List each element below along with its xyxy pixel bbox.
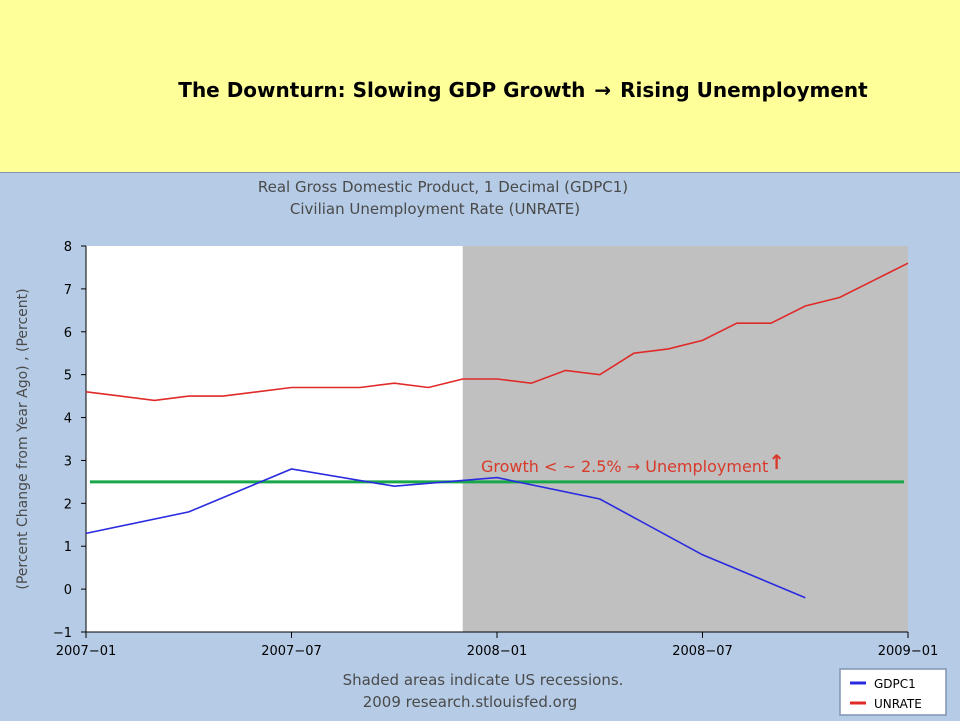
- y-tick-label: 7: [64, 283, 72, 298]
- x-axis: 2007−01 2007−07 2008−01 2008−07 2009−01: [56, 631, 939, 659]
- slide-title: The Downturn: Slowing GDP Growth → Risin…: [0, 78, 960, 102]
- annotation-text-right: Unemployment: [645, 457, 769, 476]
- x-tick-label: 2007−01: [56, 644, 117, 659]
- x-tick-label: 2007−07: [261, 644, 322, 659]
- slide-title-right: Rising Unemployment: [620, 78, 868, 102]
- slide-title-left: The Downturn: Slowing GDP Growth: [178, 78, 586, 102]
- y-tick-label: 3: [64, 454, 72, 469]
- chart-svg: Real Gross Domestic Product, 1 Decimal (…: [15, 178, 947, 716]
- series-layer: [85, 262, 909, 599]
- right-arrow-icon: →: [594, 78, 612, 102]
- threshold-annotation: Growth < ~ 2.5% → Unemployment↑: [481, 450, 785, 476]
- legend-label-gdpc1: GDPC1: [874, 677, 916, 691]
- chart-frame: Real Gross Domestic Product, 1 Decimal (…: [0, 172, 960, 721]
- legend-label-unrate: UNRATE: [874, 697, 922, 711]
- y-tick-label: 5: [64, 369, 72, 384]
- footer-line1: Shaded areas indicate US recessions.: [343, 671, 624, 689]
- x-tick-label: 2008−07: [672, 644, 733, 659]
- series-line-unrate: [85, 262, 909, 402]
- y-tick-label: 8: [64, 240, 72, 255]
- up-arrow-icon: ↑: [768, 450, 785, 474]
- recession-shade: [462, 246, 908, 632]
- x-tick-label: 2009−01: [878, 644, 939, 659]
- series-line-gdpc1: [85, 468, 806, 599]
- y-tick-label: 2: [64, 497, 72, 512]
- annotation-text-left: Growth < ~ 2.5%: [481, 457, 622, 476]
- y-axis: −1 0 1 2 3 4 5 6 7 8: [53, 240, 87, 641]
- legend: GDPC1 UNRATE: [839, 668, 947, 716]
- footer-line2: 2009 research.stlouisfed.org: [363, 693, 578, 711]
- y-tick-label: 6: [64, 326, 72, 341]
- legend-box: [839, 668, 947, 716]
- y-tick-label: −1: [53, 626, 72, 641]
- y-tick-label: 1: [64, 540, 72, 555]
- y-tick-label: 0: [64, 583, 72, 598]
- chart-header-line1: Real Gross Domestic Product, 1 Decimal (…: [258, 178, 628, 196]
- y-tick-label: 4: [64, 412, 72, 427]
- chart-header-line2: Civilian Unemployment Rate (UNRATE): [290, 200, 580, 218]
- y-axis-label: (Percent Change from Year Ago) , (Percen…: [15, 288, 31, 589]
- x-tick-label: 2008−01: [467, 644, 528, 659]
- right-arrow-icon: →: [626, 457, 641, 476]
